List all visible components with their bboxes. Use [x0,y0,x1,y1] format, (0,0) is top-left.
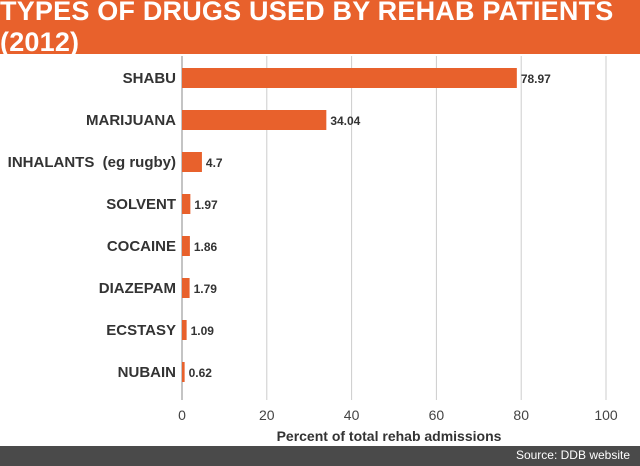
bar-6 [182,320,187,340]
category-label-7: NUBAIN [118,364,176,381]
category-label-1: MARIJUANA [86,112,176,129]
category-label-4: COCAINE [107,238,176,255]
bar-7 [182,362,185,382]
bar-3 [182,194,191,214]
value-label-2: 4.7 [206,156,223,170]
value-labels: 78.97 34.04 4.7 1.97 1.86 1.79 1.09 0.62 [189,72,552,380]
x-tick-100: 100 [594,407,618,423]
value-label-0: 78.97 [521,72,551,86]
x-tick-40: 40 [344,407,360,423]
x-tick-labels: 0 20 40 60 80 100 [178,407,618,423]
chart-title: TYPES OF DRUGS USED BY REHAB PATIENTS (2… [0,0,614,57]
value-label-7: 0.62 [189,366,213,380]
category-label-2: INHALANTS (eg rugby) [8,154,176,171]
footer-bar: Source: DDB website [0,446,640,466]
category-label-5: DIAZEPAM [99,280,176,297]
x-tick-60: 60 [429,407,445,423]
category-label-3: SOLVENT [106,196,176,213]
bar-2 [182,152,202,172]
bar-chart: SHABU MARIJUANA INHALANTS (eg rugby) SOLVEN… [8,56,618,444]
value-label-5: 1.79 [194,282,218,296]
source-note: Source: DDB website [515,448,630,462]
x-axis-title: Percent of total rehab admissions [277,428,502,444]
title-bar: TYPES OF DRUGS USED BY REHAB PATIENTS (2… [0,0,640,57]
category-label-0: SHABU [123,70,176,87]
bar-5 [182,278,190,298]
value-label-1: 34.04 [330,114,360,128]
bar-0 [182,68,517,88]
value-label-6: 1.09 [191,324,215,338]
value-label-3: 1.97 [194,198,218,212]
x-tick-0: 0 [178,407,186,423]
bars [182,68,517,382]
gridlines [181,56,607,400]
x-tick-20: 20 [259,407,275,423]
x-tick-80: 80 [513,407,529,423]
category-label-6: ECSTASY [106,322,176,339]
value-label-4: 1.86 [194,240,218,254]
category-labels: SHABU MARIJUANA INHALANTS (eg rugby) SOLVEN… [8,70,176,381]
bar-1 [182,110,327,130]
bar-4 [182,236,190,256]
